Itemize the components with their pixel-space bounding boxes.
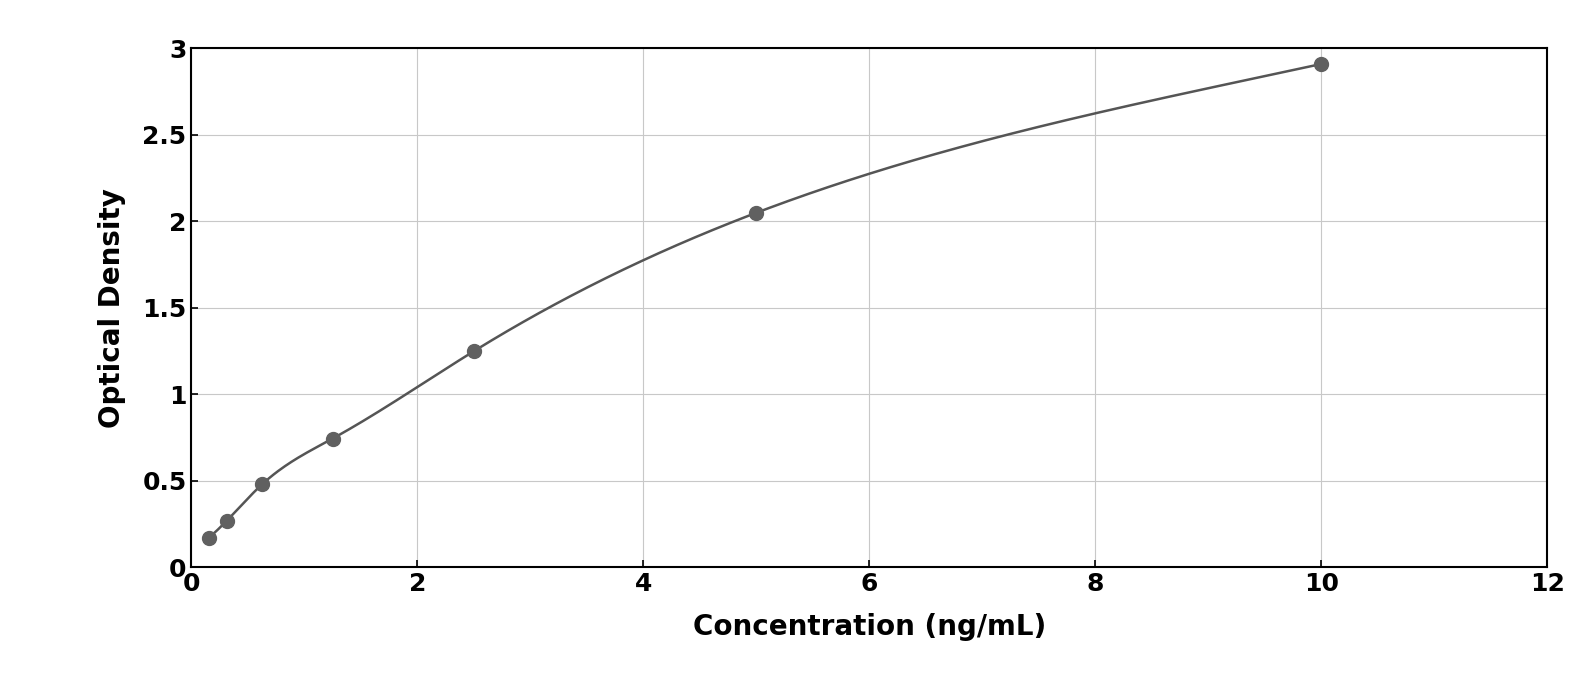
Point [249, 479, 274, 490]
Point [196, 532, 222, 543]
X-axis label: Concentration (ng/mL): Concentration (ng/mL) [692, 613, 1046, 641]
Point [461, 345, 486, 357]
Y-axis label: Optical Density: Optical Density [97, 188, 126, 428]
Point [743, 208, 769, 219]
Point [1308, 59, 1333, 70]
Point [321, 433, 346, 444]
Point [214, 515, 239, 526]
